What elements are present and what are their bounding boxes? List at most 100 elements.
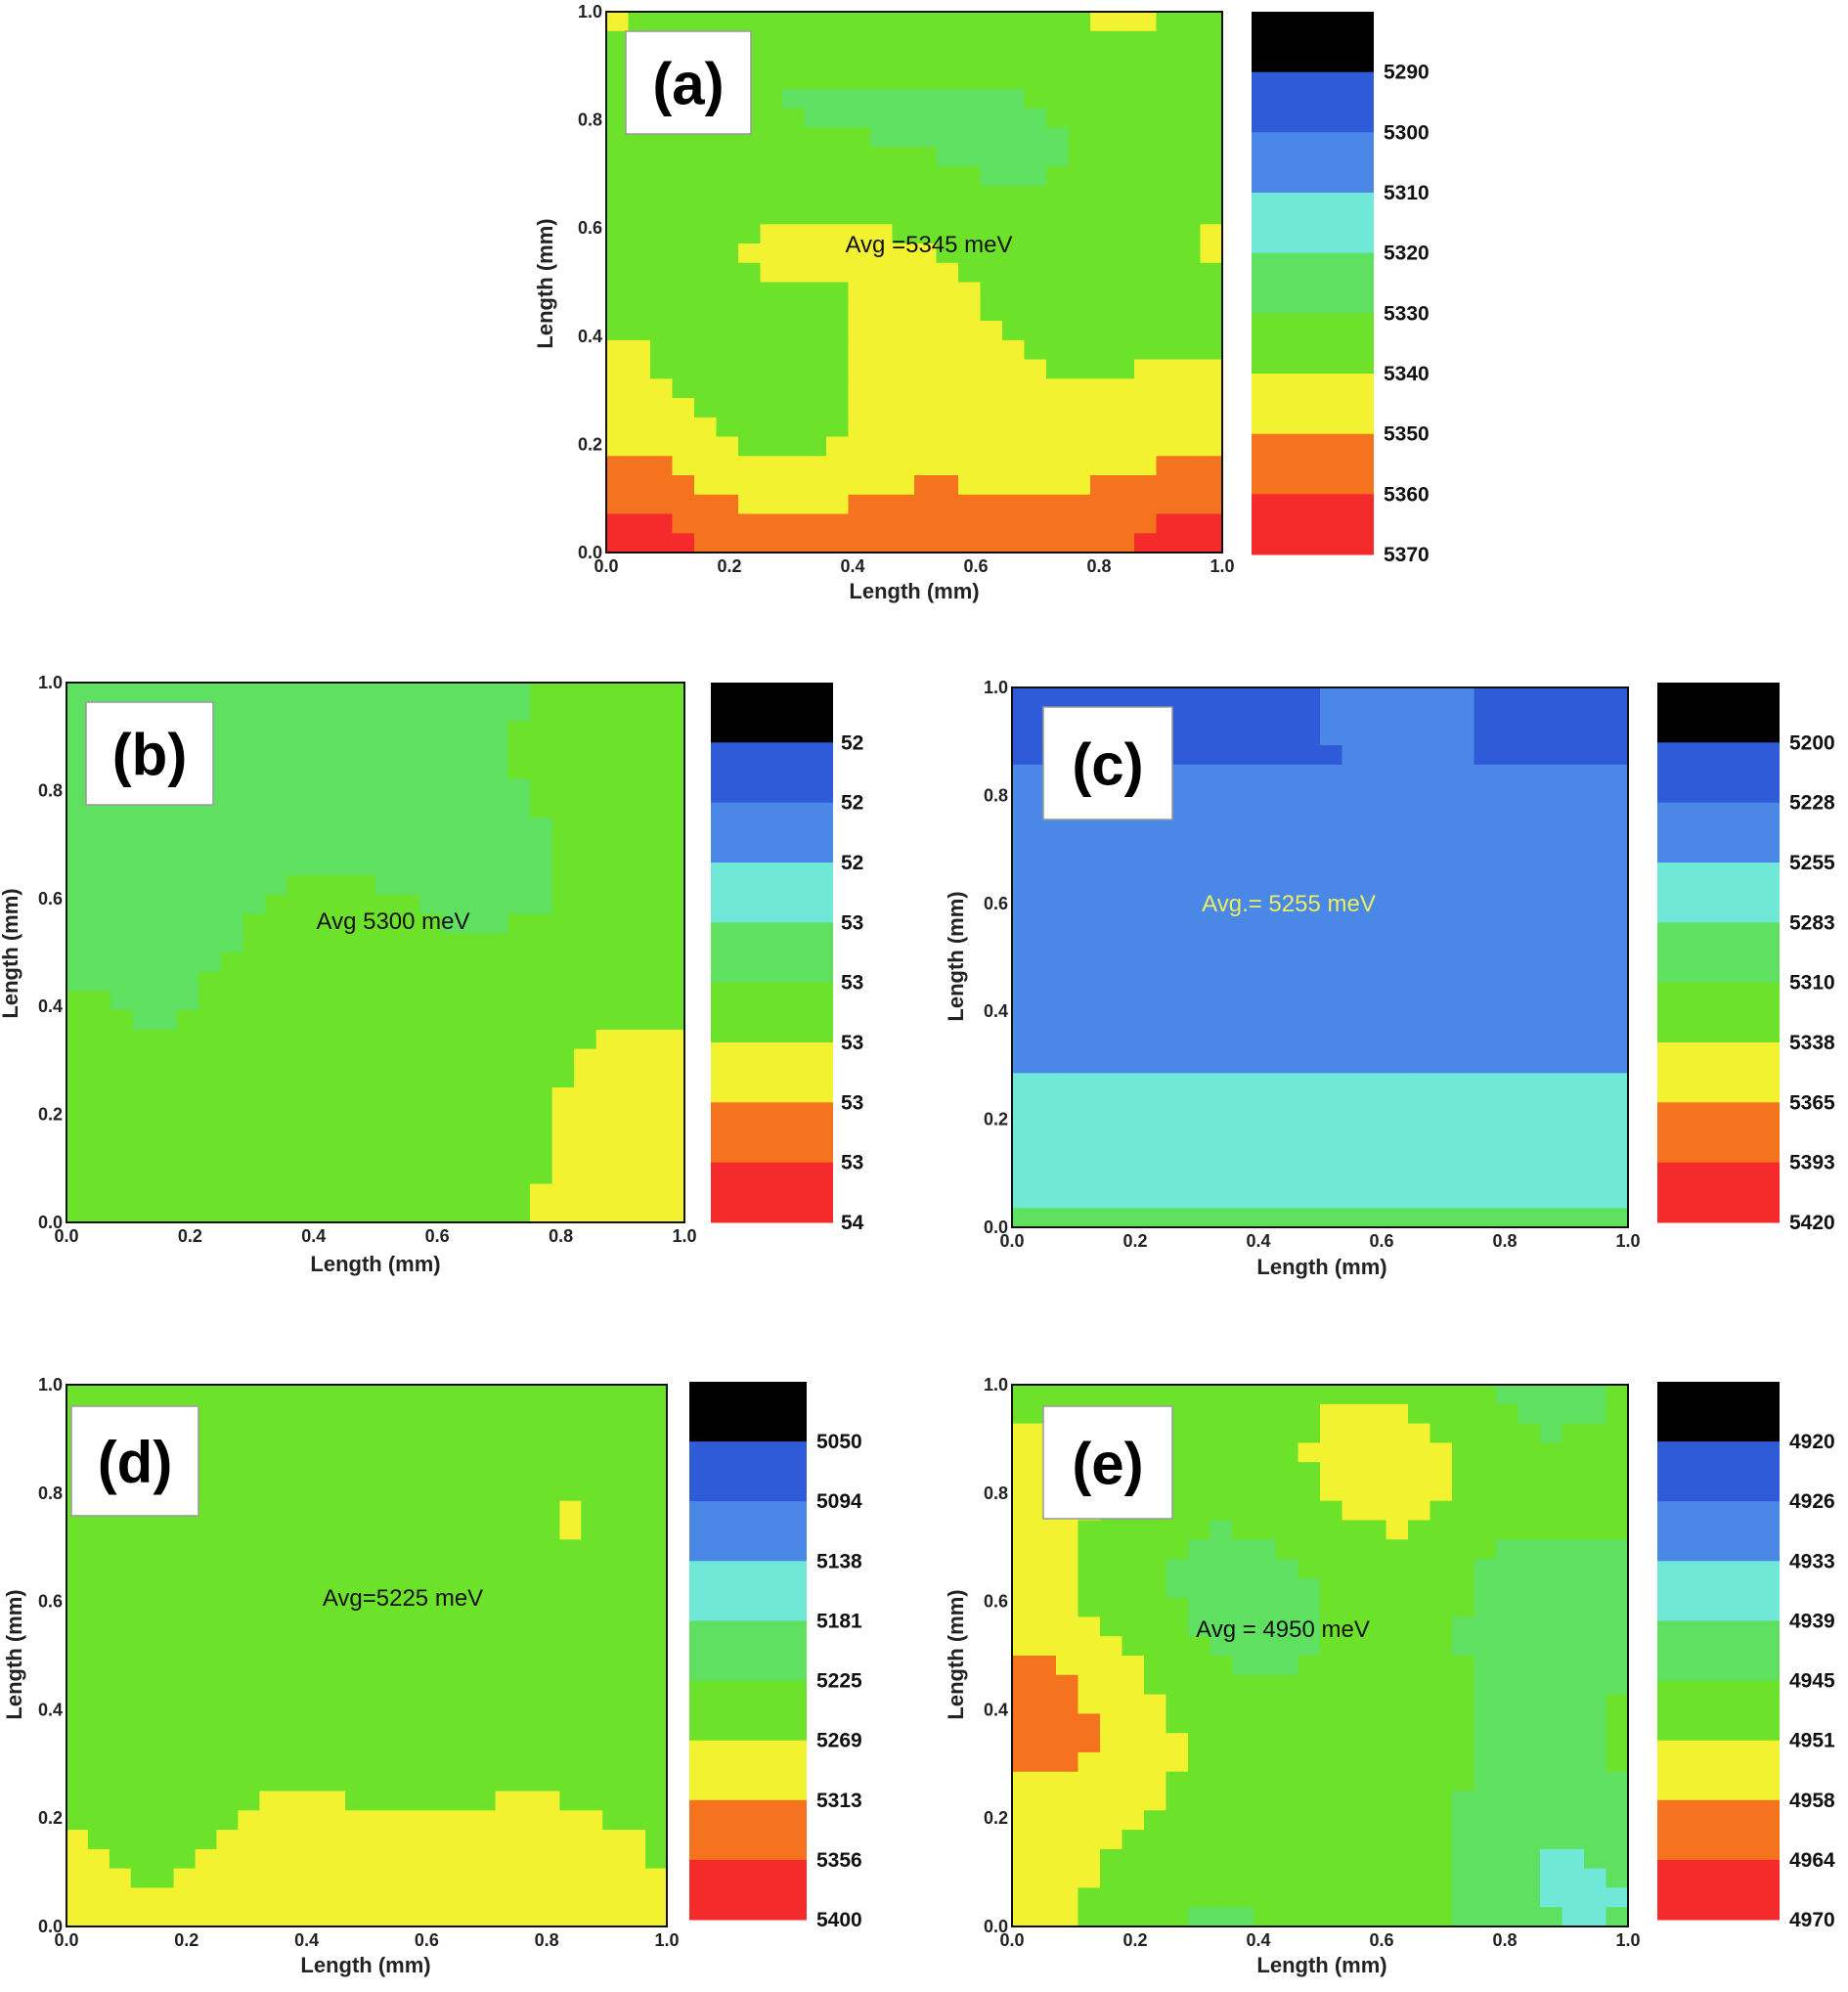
heatmap-cell bbox=[238, 1442, 260, 1463]
heatmap-cell bbox=[1452, 1500, 1475, 1522]
heatmap-cell bbox=[1584, 861, 1607, 881]
heatmap-cell bbox=[1298, 1403, 1321, 1425]
heatmap-cell bbox=[672, 224, 695, 244]
heatmap-cell bbox=[980, 185, 1003, 206]
heatmap-cell bbox=[936, 513, 959, 534]
heatmap-cell bbox=[1540, 745, 1563, 766]
heatmap-cell bbox=[958, 50, 982, 70]
heatmap-cell bbox=[375, 856, 399, 876]
heatmap-cell bbox=[1276, 918, 1299, 939]
heatmap-cell bbox=[463, 1048, 487, 1069]
heatmap-cell bbox=[1012, 783, 1035, 804]
heatmap-cell bbox=[1364, 1500, 1387, 1522]
heatmap-cell bbox=[1166, 1597, 1189, 1617]
heatmap-cell bbox=[1166, 1810, 1189, 1831]
heatmap-cell bbox=[1056, 1791, 1079, 1811]
heatmap-cell bbox=[1002, 166, 1026, 187]
heatmap-cell bbox=[1232, 861, 1255, 881]
heatmap-cell bbox=[662, 778, 684, 799]
heatmap-cell bbox=[914, 436, 938, 457]
heatmap-cell bbox=[265, 740, 288, 761]
heatmap-cell bbox=[1056, 1830, 1079, 1850]
heatmap-cell bbox=[419, 894, 443, 915]
heatmap-cell bbox=[1540, 1423, 1563, 1443]
heatmap-cell bbox=[353, 701, 376, 722]
heatmap-cell bbox=[1134, 282, 1158, 302]
heatmap-cell bbox=[1276, 1539, 1299, 1560]
heatmap-cell bbox=[1342, 1791, 1365, 1811]
heatmap-cell bbox=[473, 1810, 497, 1831]
heatmap-cell bbox=[176, 856, 200, 876]
heatmap-cell bbox=[581, 1791, 603, 1811]
heatmap-cell bbox=[958, 89, 982, 110]
heatmap-cell bbox=[1298, 1092, 1321, 1113]
heatmap-cell bbox=[1156, 30, 1179, 52]
heatmap-cell bbox=[738, 321, 762, 341]
heatmap-cell bbox=[1320, 938, 1343, 958]
heatmap-cell bbox=[1078, 1208, 1101, 1227]
heatmap-cell bbox=[1518, 1150, 1541, 1171]
heatmap-cell bbox=[716, 436, 739, 457]
heatmap-cell bbox=[1012, 1520, 1035, 1540]
heatmap-cell bbox=[309, 1183, 332, 1204]
heatmap-cell bbox=[1156, 321, 1179, 341]
heatmap-cell bbox=[848, 262, 871, 284]
colorbar-band bbox=[1657, 982, 1780, 1043]
heatmap-cell bbox=[672, 204, 695, 225]
heatmap-cell bbox=[672, 262, 695, 284]
heatmap-cell bbox=[66, 1559, 89, 1579]
heatmap-cell bbox=[1254, 861, 1277, 881]
heatmap-cell bbox=[1386, 1868, 1409, 1888]
heatmap-cell bbox=[1496, 1674, 1519, 1696]
heatmap-cell bbox=[387, 1385, 411, 1405]
panel-label-box bbox=[85, 701, 214, 806]
heatmap-cell bbox=[242, 1203, 266, 1222]
heatmap-cell bbox=[1518, 1810, 1541, 1831]
heatmap-cell bbox=[574, 1183, 597, 1204]
heatmap-cell bbox=[804, 378, 827, 399]
heatmap-cell bbox=[516, 1791, 539, 1811]
heatmap-cell bbox=[958, 262, 982, 284]
heatmap-cell bbox=[1452, 1577, 1475, 1599]
heatmap-cell bbox=[1584, 957, 1607, 978]
heatmap-cell bbox=[87, 1887, 110, 1908]
heatmap-cell bbox=[595, 991, 619, 1011]
heatmap-cell bbox=[1254, 1500, 1277, 1522]
heatmap-cell bbox=[473, 1830, 497, 1850]
heatmap-cell bbox=[216, 1616, 239, 1637]
heatmap-cell bbox=[538, 1751, 560, 1773]
heatmap-cell bbox=[804, 321, 827, 341]
heatmap-cell bbox=[1386, 1636, 1409, 1657]
heatmap-cell bbox=[595, 798, 619, 819]
heatmap-cell bbox=[662, 1106, 684, 1127]
heatmap-cell bbox=[353, 721, 376, 741]
heatmap-cell bbox=[88, 933, 111, 953]
heatmap-cell bbox=[176, 913, 200, 934]
heatmap-cell bbox=[353, 1164, 376, 1185]
heatmap-cell bbox=[1320, 1713, 1343, 1734]
heatmap-cell bbox=[1408, 1208, 1431, 1227]
heatmap-cell bbox=[1188, 1636, 1211, 1657]
colorbar-band bbox=[689, 1501, 807, 1562]
heatmap-cell bbox=[1584, 918, 1607, 939]
heatmap-cell bbox=[628, 359, 651, 379]
heatmap-cell bbox=[152, 1577, 175, 1599]
heatmap-cell bbox=[574, 1087, 597, 1108]
heatmap-cell bbox=[1474, 1577, 1497, 1599]
heatmap-cell bbox=[88, 818, 111, 838]
heatmap-cell bbox=[195, 1830, 218, 1850]
heatmap-cell bbox=[1584, 1713, 1607, 1734]
heatmap-cell bbox=[936, 147, 959, 167]
heatmap-cell bbox=[242, 701, 266, 722]
heatmap-cell bbox=[538, 1423, 560, 1443]
heatmap-cell bbox=[870, 301, 894, 322]
heatmap-cell bbox=[324, 1636, 346, 1657]
heatmap-cell bbox=[452, 1597, 475, 1617]
heatmap-cell bbox=[1232, 1073, 1255, 1093]
heatmap-cell bbox=[409, 1713, 432, 1734]
heatmap-cell bbox=[848, 475, 871, 496]
heatmap-cell bbox=[1144, 1713, 1167, 1734]
heatmap-cell bbox=[1276, 1791, 1299, 1811]
heatmap-cell bbox=[176, 683, 200, 703]
heatmap-cell bbox=[1002, 30, 1026, 52]
